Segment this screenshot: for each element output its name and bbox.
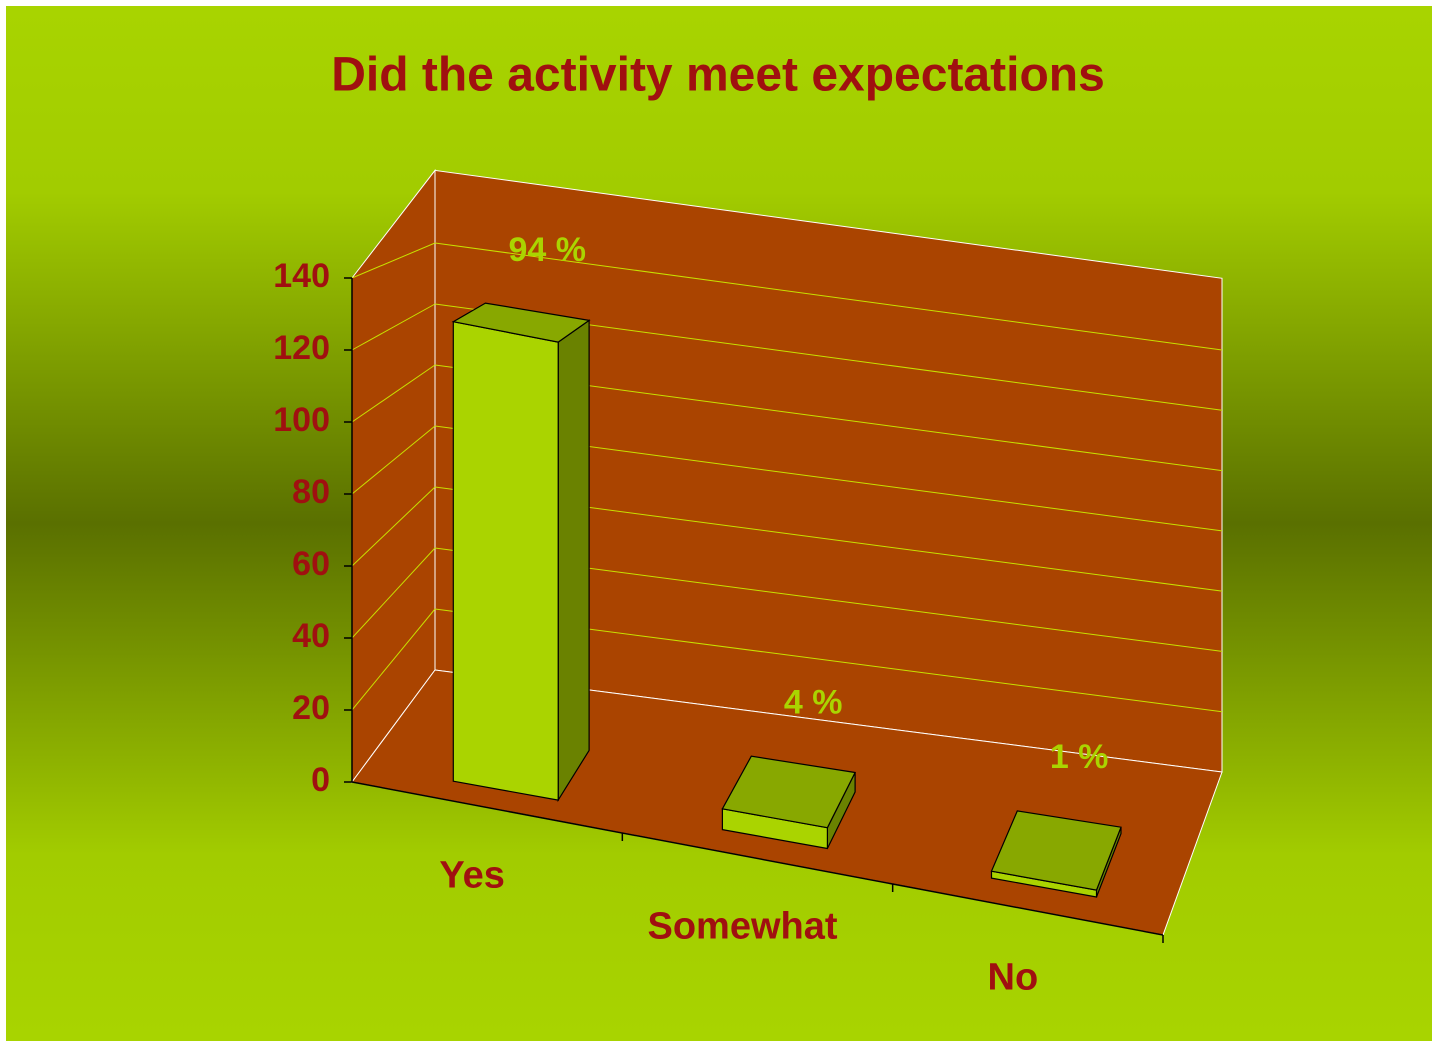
grid-line: [351, 486, 436, 567]
bar-top: [451, 302, 591, 343]
value-label: 94 %: [509, 231, 587, 269]
bar-top: [990, 810, 1122, 891]
y-tick-label: 100: [273, 401, 330, 439]
grid-line: [351, 425, 436, 495]
y-tick-label: 60: [292, 545, 330, 583]
x-axis: [351, 781, 1164, 936]
grid-line: [351, 608, 436, 711]
x-tick-label: No: [988, 957, 1039, 999]
y-tick-label: 80: [292, 473, 330, 511]
grid-line: [434, 242, 1223, 351]
chart-title: Did the activity meet expectations: [331, 49, 1105, 102]
x-tick-label: Somewhat: [647, 906, 837, 948]
x-tick-label: Yes: [439, 855, 505, 897]
y-tick-label: 20: [292, 689, 330, 727]
bar-front: [452, 320, 559, 801]
y-tick-label: 120: [273, 329, 330, 367]
y-tick-label: 40: [292, 617, 330, 655]
plot-area: 0 20 40 60 80 100 120 140 94 % Yes 4 % Somewhat 1 % N…: [273, 168, 1223, 999]
grid-line: [351, 303, 436, 351]
y-tick-label: 140: [273, 257, 330, 295]
bar-top: [721, 755, 857, 829]
grid-line: [351, 364, 436, 423]
value-label: 1 %: [1050, 738, 1109, 776]
y-tick-label: 0: [311, 761, 330, 799]
grid-line: [351, 242, 436, 279]
bar-side: [557, 319, 590, 803]
grid-line: [351, 547, 436, 639]
value-label: 4 %: [784, 683, 843, 721]
